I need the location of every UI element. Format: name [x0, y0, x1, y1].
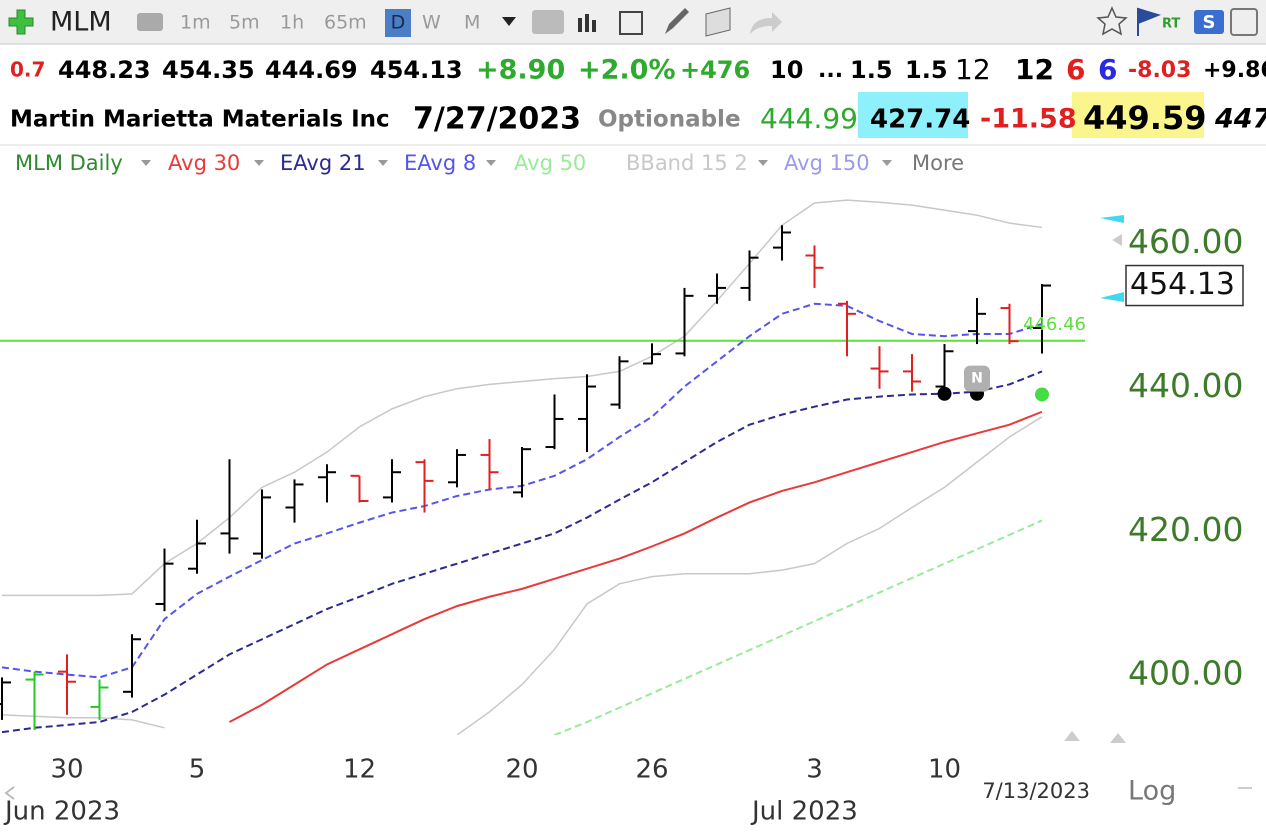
toolbar	[0, 0, 1266, 44]
dropdown-arrow[interactable]	[502, 17, 516, 26]
date-label: 7/13/2023	[982, 779, 1090, 803]
legend: MLM Daily Avg 30 EAvg 21 EAvg 8 Avg 50 BBand …	[15, 151, 964, 175]
info-field: 449.59	[1083, 99, 1206, 137]
zoom-arrows[interactable]	[1064, 731, 1126, 743]
type-icon[interactable]	[532, 10, 564, 34]
info-field: 447	[1214, 104, 1266, 135]
symbol[interactable]: MLM	[50, 7, 112, 38]
indicator-line	[554, 519, 1043, 735]
quote-field: 0.7	[10, 58, 45, 82]
legend-item[interactable]: EAvg 8	[404, 151, 476, 175]
rt[interactable]: RT	[1162, 17, 1180, 32]
quote-field: +8.90	[476, 55, 565, 86]
bars-icon[interactable]	[578, 14, 596, 32]
interval[interactable]: 1m	[180, 12, 211, 34]
quote-field: 444.69	[265, 56, 358, 84]
interval[interactable]: W	[422, 12, 441, 34]
line-label: 446.46	[1023, 314, 1086, 335]
interval-selected	[385, 9, 411, 37]
info-field: Martin Marietta Materials Inc	[10, 107, 390, 133]
price-tag-label: 454.13	[1130, 267, 1235, 302]
x-tick-label: 3	[806, 755, 823, 785]
period-label: Jun 2023	[3, 797, 120, 827]
quote-field: 454.13	[370, 56, 463, 84]
scale-button[interactable]: Log	[1128, 776, 1176, 807]
quote-field: 448.23	[58, 56, 151, 84]
legend-item[interactable]: More	[912, 151, 964, 175]
x-tick-label: 5	[189, 755, 206, 785]
interval[interactable]: D	[391, 12, 406, 34]
interval[interactable]: 1h	[280, 12, 304, 34]
quote-field: 6	[1066, 53, 1085, 86]
legend-item[interactable]: EAvg 21	[280, 151, 366, 175]
quote-field: +9.86	[1203, 58, 1266, 83]
share-icon[interactable]	[750, 12, 782, 34]
legend-item[interactable]: Avg 30	[168, 151, 240, 175]
axis-markers	[1100, 215, 1124, 302]
s-label[interactable]: S	[1203, 12, 1216, 33]
highlight	[1072, 92, 1204, 138]
quote-field: 12	[1015, 53, 1054, 86]
band-line	[2, 199, 1043, 597]
highlight	[858, 92, 968, 138]
scroll-arrow[interactable]	[1112, 234, 1122, 246]
save-icon[interactable]	[1230, 8, 1258, 36]
legend-item[interactable]: Avg 50	[514, 151, 586, 175]
y-tick-label: 440.00	[1128, 366, 1243, 405]
price-tag	[1125, 264, 1244, 307]
quote-field: 6	[1098, 53, 1117, 86]
x-tick-label: 26	[635, 755, 668, 785]
quote-field: +476	[680, 56, 750, 84]
x-tick-label: 20	[505, 755, 538, 785]
info-field: 7/27/2023	[413, 102, 581, 137]
add-icon[interactable]	[8, 9, 34, 35]
interval[interactable]: M	[464, 12, 480, 34]
note-icon[interactable]	[705, 7, 731, 37]
quote-field: 10	[770, 56, 803, 84]
interval[interactable]: 5m	[229, 12, 260, 34]
quote-field: ...	[818, 58, 843, 83]
marker-dot	[1035, 387, 1049, 402]
info-field: -11.58	[980, 104, 1077, 135]
s-button[interactable]	[1194, 10, 1224, 34]
quote-field: +2.0%	[578, 55, 676, 86]
plot: N	[0, 199, 1085, 735]
legend-item[interactable]: Avg 150	[784, 151, 870, 175]
x-tick-label: 30	[50, 755, 83, 785]
star-icon[interactable]	[1096, 6, 1128, 36]
info-field: Optionable	[598, 107, 741, 133]
period-label: Jul 2023	[750, 797, 858, 827]
quote-field: 12	[955, 53, 991, 86]
x-tick-label: 10	[928, 755, 961, 785]
band-line	[1, 416, 1043, 735]
info-field: 444.99	[760, 102, 858, 135]
legend-item[interactable]: BBand 15 2	[626, 151, 748, 175]
badge	[964, 365, 990, 392]
badge-label: N	[971, 371, 983, 387]
quote-field: 1.5	[905, 56, 948, 84]
grid-icon[interactable]	[619, 11, 643, 35]
interval[interactable]: 65m	[324, 12, 367, 34]
indicator-line	[229, 410, 1043, 723]
scroll-left[interactable]	[4, 786, 15, 800]
y-tick-label: 400.00	[1128, 654, 1243, 693]
quote-field: 1.5	[850, 56, 893, 84]
flag-icon[interactable]	[1137, 7, 1162, 36]
print-icon[interactable]	[137, 13, 163, 31]
draw-icon[interactable]	[665, 8, 689, 34]
info-field: 427.74	[870, 105, 970, 135]
y-tick-label: 420.00	[1128, 510, 1243, 549]
legend-item[interactable]: MLM Daily	[15, 151, 123, 175]
indicator-line	[1, 370, 1043, 734]
y-tick-label: 460.00	[1128, 222, 1243, 261]
quote-field: -8.03	[1128, 58, 1191, 83]
quote-field: 454.35	[162, 56, 255, 84]
marker-dot	[937, 386, 952, 401]
x-tick-label: 12	[343, 755, 376, 785]
quote-row: 0.7 448.23 454.35 444.69 454.13 +8.90 +2.0% +47…	[10, 53, 1266, 138]
